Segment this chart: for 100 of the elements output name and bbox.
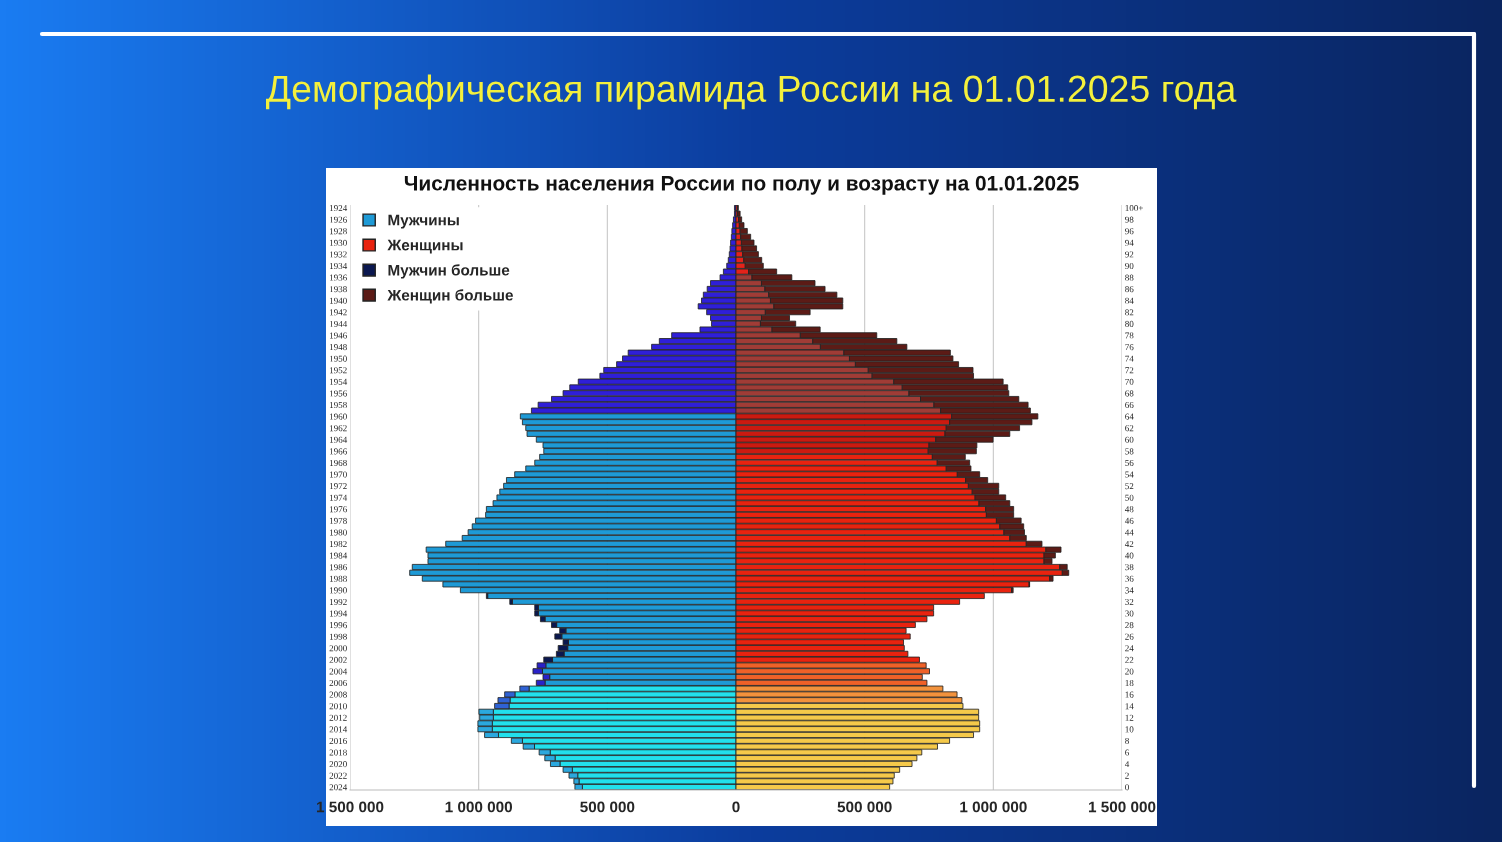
y2-tick-label: 60 (1125, 436, 1134, 443)
y-tick-label: 1998 (329, 633, 347, 640)
y2-tick-label: 6 (1125, 749, 1130, 756)
y2-tick-label: 64 (1125, 413, 1134, 420)
x-tick-label: 500 000 (837, 801, 892, 813)
y2-tick-label: 14 (1125, 703, 1134, 710)
y-tick-label: 1964 (329, 436, 348, 443)
y2-tick-label: 82 (1125, 309, 1134, 316)
y2-tick-label: 36 (1125, 575, 1134, 582)
y-tick-label: 2000 (329, 645, 347, 652)
x-tick-label: 1 000 000 (960, 801, 1027, 813)
y2-tick-label: 0 (1125, 784, 1129, 791)
y2-tick-label: 24 (1125, 645, 1134, 652)
y-tick-label: 2010 (329, 703, 347, 710)
x-tick-label: 1 500 000 (316, 801, 384, 813)
y2-tick-label: 56 (1125, 459, 1134, 466)
y2-tick-label: 80 (1125, 320, 1134, 327)
y2-tick-label: 76 (1125, 344, 1134, 351)
y-tick-label: 1996 (329, 622, 347, 629)
x-tick-label: 1 500 000 (1088, 801, 1156, 813)
y2-tick-label: 16 (1125, 691, 1134, 698)
legend-label: Женщины (387, 239, 463, 254)
y-tick-label: 2008 (329, 691, 347, 698)
y2-tick-label: 86 (1125, 286, 1134, 293)
y-tick-label: 1926 (329, 216, 347, 223)
y-tick-label: 1958 (329, 401, 347, 409)
y-tick-label: 1966 (329, 448, 347, 455)
y-tick-label: 1992 (329, 598, 347, 605)
y-tick-label: 1944 (329, 320, 348, 327)
y-tick-label: 1968 (329, 459, 347, 466)
y-tick-label: 1928 (329, 228, 347, 235)
y-tick-label: 2020 (329, 761, 347, 768)
chart-title: Демографическая пирамида России на 01.01.2025 года (266, 74, 1237, 110)
x-tick-label: 500 000 (580, 801, 635, 813)
y2-tick-label: 28 (1125, 622, 1134, 629)
y2-tick-label: 88 (1125, 274, 1134, 281)
y-tick-label: 2022 (329, 772, 347, 779)
y2-tick-label: 8 (1125, 737, 1129, 744)
legend-label: Мужчин больше (388, 264, 510, 279)
y-tick-label: 1974 (329, 494, 348, 501)
y-tick-label: 1980 (329, 529, 347, 536)
y-tick-label: 2024 (329, 784, 348, 791)
y-tick-label: 1978 (329, 517, 347, 524)
legend-label: Мужчины (388, 214, 459, 229)
y2-tick-label: 46 (1124, 517, 1134, 524)
y-tick-label: 1994 (329, 610, 348, 617)
y2-tick-label: 66 (1125, 401, 1134, 409)
y2-tick-label: 84 (1125, 297, 1134, 304)
y-tick-label: 1950 (329, 355, 347, 362)
y2-tick-label: 72 (1125, 367, 1134, 374)
chart-subtitle: Численность населения России по полу и возрасту на 01.01.2025 (404, 175, 1079, 195)
y-tick-label: 1990 (329, 587, 347, 594)
y-tick-label: 2014 (329, 726, 348, 733)
y-tick-label: 2006 (329, 679, 347, 687)
y2-tick-label: 58 (1125, 448, 1134, 455)
y-tick-label: 2002 (329, 656, 347, 663)
y2-tick-label: 32 (1125, 598, 1134, 605)
x-tick-label: 1 000 000 (445, 801, 513, 813)
y-tick-label: 1954 (329, 378, 348, 385)
y-tick-label: 1946 (329, 332, 347, 339)
y-tick-label: 1986 (329, 564, 347, 571)
legend-label: Женщин больше (387, 289, 513, 304)
y-tick-label: 1972 (329, 483, 347, 490)
x-tick-label: 0 (732, 801, 740, 813)
y2-tick-label: 96 (1125, 228, 1134, 235)
y2-tick-label: 38 (1125, 564, 1134, 571)
y-tick-label: 1948 (329, 344, 347, 351)
y-tick-label: 1942 (329, 309, 347, 316)
y2-tick-label: 18 (1125, 679, 1134, 687)
y2-tick-label: 48 (1124, 506, 1134, 513)
y-tick-label: 1962 (329, 425, 347, 432)
y2-tick-label: 62 (1125, 425, 1134, 432)
y2-tick-label: 12 (1125, 714, 1134, 721)
y-tick-label: 1960 (329, 413, 347, 420)
y2-tick-label: 22 (1125, 656, 1134, 663)
y2-tick-label: 2 (1125, 772, 1129, 779)
y-tick-label: 1936 (329, 274, 347, 281)
y-tick-label: 1940 (329, 297, 347, 304)
y2-tick-label: 98 (1125, 216, 1134, 223)
y2-tick-label: 100+ (1125, 205, 1143, 212)
y-tick-label: 1924 (329, 205, 348, 212)
y2-tick-label: 74 (1125, 355, 1134, 362)
y2-tick-label: 34 (1125, 587, 1134, 594)
y-tick-label: 1952 (329, 367, 347, 374)
y-tick-label: 1970 (329, 471, 347, 478)
y2-tick-label: 4 (1124, 761, 1130, 768)
y2-tick-label: 54 (1125, 471, 1134, 478)
y-tick-label: 1934 (329, 262, 348, 270)
y-tick-label: 1930 (329, 239, 347, 246)
y-tick-label: 1976 (329, 506, 347, 513)
y2-tick-label: 90 (1125, 262, 1134, 270)
y-tick-label: 1988 (329, 575, 347, 582)
y-tick-label: 2018 (329, 749, 347, 756)
y2-tick-label: 42 (1124, 540, 1134, 547)
y2-tick-label: 70 (1125, 378, 1134, 385)
y2-tick-label: 30 (1125, 610, 1134, 617)
y2-tick-label: 10 (1125, 726, 1134, 733)
y2-tick-label: 20 (1125, 668, 1134, 675)
y2-tick-label: 92 (1125, 251, 1134, 258)
y-tick-label: 2004 (329, 668, 348, 675)
